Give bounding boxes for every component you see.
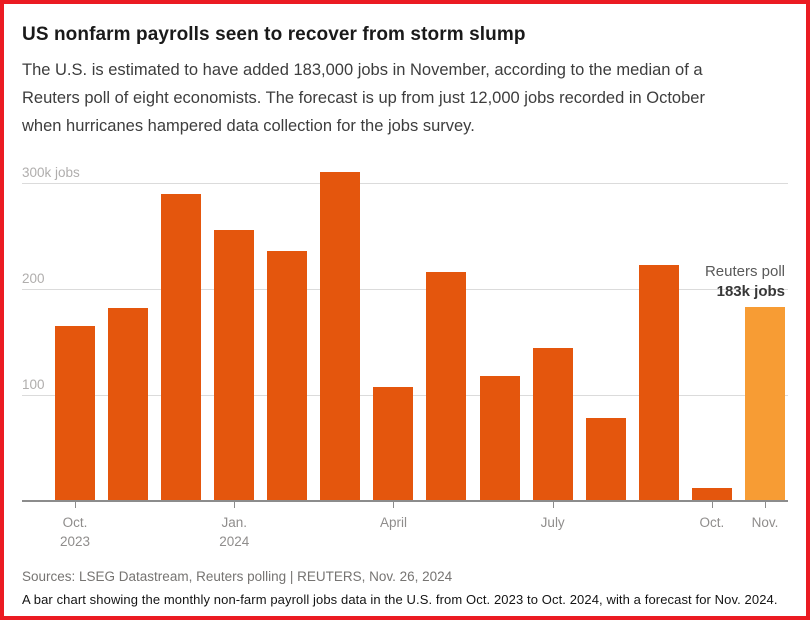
- bar-oct-2023: [55, 326, 95, 501]
- chart-footer: Sources: LSEG Datastream, Reuters pollin…: [22, 568, 788, 608]
- bars-group: [55, 162, 785, 501]
- bar-nov-2024-forecast: [744, 307, 785, 501]
- bar-jun-2024: [479, 376, 520, 501]
- chart-title: US nonfarm payrolls seen to recover from…: [22, 24, 526, 45]
- x-tick-mark: [75, 502, 76, 508]
- x-axis-label-april: April: [379, 515, 407, 530]
- subtitle-line: when hurricanes hampered data collection…: [22, 117, 475, 135]
- forecast-annotation: Reuters poll 183k jobs: [705, 262, 785, 302]
- bar-chart: Reuters poll 183k jobs 300k jobs 200 100 O…: [22, 162, 788, 560]
- bar-oct-2024: [691, 488, 732, 501]
- x-axis-label-jan: Jan. 2024: [219, 515, 250, 549]
- x-axis-label-nov: Nov.: [751, 515, 779, 530]
- x-axis: Oct. 2023 Jan. 2024 April July Oct. Nov.: [22, 502, 788, 560]
- bar-aug-2024: [585, 418, 626, 501]
- bar-may-2024: [426, 272, 467, 501]
- y-axis-label-200: 200: [22, 271, 45, 286]
- bar-feb-2024: [267, 251, 308, 501]
- annotation-value: 183k jobs: [716, 283, 785, 300]
- gridline-300: [22, 183, 788, 184]
- chart-subtitle: The U.S. is estimated to have added 183,…: [22, 56, 788, 140]
- x-tick-mark: [765, 502, 766, 508]
- sources-line: Sources: LSEG Datastream, Reuters pollin…: [22, 569, 453, 584]
- x-tick-mark: [711, 502, 713, 508]
- bar-apr-2024: [373, 387, 414, 501]
- bar-sep-2024: [638, 265, 679, 501]
- bar-dec-2023: [161, 194, 202, 501]
- bar-jul-2024: [532, 348, 573, 501]
- subtitle-line: Reuters poll of eight economists. The fo…: [22, 89, 705, 107]
- bar-mar-2024: [320, 172, 361, 501]
- x-axis-label-oct: Oct. 2023: [59, 515, 91, 549]
- x-tick-mark: [552, 502, 554, 508]
- bar-jan-2024: [214, 230, 255, 501]
- x-tick-mark: [234, 502, 236, 508]
- plot-area: Reuters poll 183k jobs 300k jobs 200 100: [22, 162, 788, 502]
- y-axis-label-300: 300k jobs: [22, 165, 80, 180]
- x-axis-line: [22, 500, 788, 502]
- annotation-label: Reuters poll: [704, 263, 785, 280]
- gridline-200: [22, 289, 788, 290]
- x-axis-label-july: July: [540, 515, 565, 530]
- bar-nov-2023: [108, 308, 149, 501]
- y-axis-label-100: 100: [22, 377, 45, 392]
- alt-text-caption: A bar chart showing the monthly non-farm…: [22, 592, 778, 607]
- x-tick-mark: [393, 502, 395, 508]
- subtitle-line: The U.S. is estimated to have added 183,…: [22, 61, 703, 79]
- x-axis-label-oct: Oct.: [699, 515, 725, 530]
